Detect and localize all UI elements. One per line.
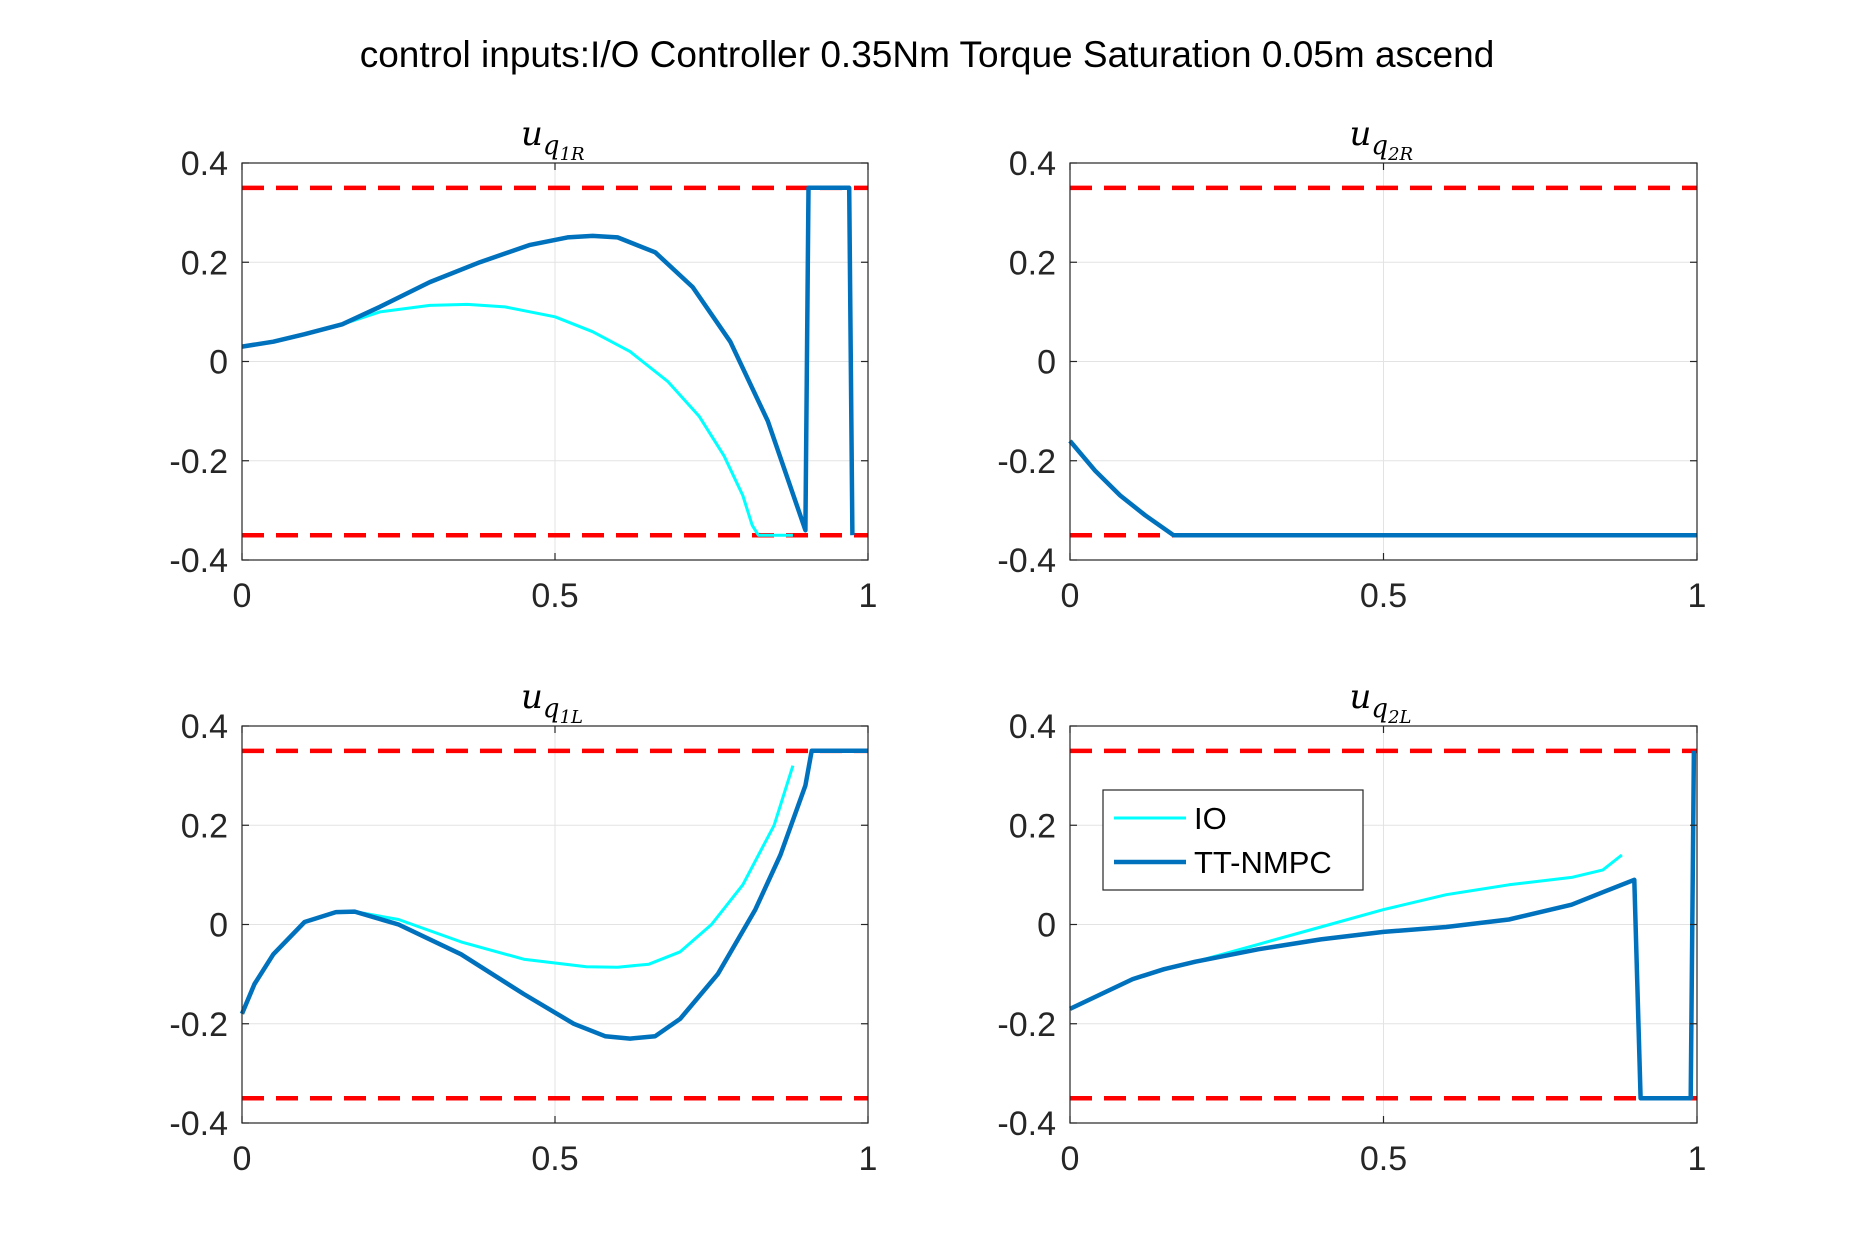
- legend-label-io: IO: [1194, 801, 1227, 836]
- x-tick-label: 0.5: [1360, 577, 1407, 615]
- subplot-4: 0 0.5 1 -0.4 -0.2 0 0.2 0.4 uq2L: [997, 677, 1706, 1178]
- series-line-tt-nmpc: [1069, 750, 1697, 1101]
- subplot-title-base: u: [521, 114, 543, 154]
- legend: IO TT-NMPC: [1102, 789, 1364, 891]
- y-tick-label: -0.4: [169, 1105, 228, 1143]
- subplot-1: 0 0.5 1 -0.4 -0.2 0 0.2 0.4 uq1R: [169, 114, 877, 615]
- series-line-tt-nmpc: [241, 185, 855, 536]
- subplot-title-sub1: q: [1371, 131, 1388, 161]
- y-tick-label: 0: [209, 907, 228, 945]
- subplot-title: uq2L: [1350, 677, 1412, 728]
- subplot-title-sub1: q: [543, 131, 560, 161]
- x-tick-label: 0.5: [1360, 1140, 1407, 1178]
- y-tick-label: 0.4: [1009, 708, 1056, 746]
- y-tick-label: -0.4: [169, 542, 228, 580]
- series-line-tt-nmpc: [239, 748, 868, 1041]
- y-tick-label: 0.4: [1009, 145, 1056, 183]
- y-tick-label: -0.2: [169, 443, 228, 481]
- subplot-title-sub2: 2R: [1387, 144, 1413, 165]
- x-tick-label: 1: [859, 577, 878, 615]
- subplot-title-base: u: [1350, 114, 1372, 154]
- subplot-2: 0 0.5 1 -0.4 -0.2 0 0.2 0.4 uq2R: [997, 114, 1706, 615]
- y-tick-label: -0.2: [169, 1006, 228, 1044]
- legend-label-tt-nmpc: TT-NMPC: [1194, 845, 1332, 880]
- subplot-title-base: u: [1350, 677, 1372, 717]
- subplot-title-sub1: q: [543, 694, 560, 724]
- subplot-title-sub2: 2L: [1387, 707, 1411, 728]
- y-tick-label: 0: [209, 344, 228, 382]
- figure-title: control inputs:I/O Controller 0.35Nm Tor…: [359, 34, 1495, 75]
- subplot-title: uq1R: [521, 114, 585, 165]
- y-tick-label: 0.4: [181, 708, 228, 746]
- x-tick-label: 1: [1688, 577, 1707, 615]
- x-tick-label: 0: [1061, 577, 1080, 615]
- x-tick-label: 0.5: [531, 1140, 578, 1178]
- x-tick-label: 0.5: [531, 577, 578, 615]
- subplot-title-sub2: 1L: [560, 707, 583, 728]
- subplot-title: uq2R: [1350, 114, 1414, 165]
- y-tick-label: 0.2: [1009, 244, 1056, 282]
- x-tick-label: 1: [1688, 1140, 1707, 1178]
- subplot-title-sub1: q: [1371, 694, 1388, 724]
- y-tick-label: 0.2: [181, 807, 228, 845]
- y-tick-label: -0.2: [997, 443, 1056, 481]
- subplot-title-base: u: [521, 677, 543, 717]
- y-tick-label: 0.4: [181, 145, 228, 183]
- y-tick-label: -0.4: [997, 1105, 1056, 1143]
- series-line-tt-nmpc: [1068, 439, 1697, 538]
- legend-box: [1102, 789, 1364, 891]
- y-tick-label: 0.2: [1009, 807, 1056, 845]
- subplot-3: 0 0.5 1 -0.4 -0.2 0 0.2 0.4 uq1L: [169, 677, 877, 1178]
- y-tick-label: 0.2: [181, 244, 228, 282]
- x-tick-label: 1: [859, 1140, 878, 1178]
- subplot-title-sub2: 1R: [560, 144, 585, 165]
- x-tick-label: 0: [1061, 1140, 1080, 1178]
- y-tick-label: 0: [1037, 344, 1056, 382]
- y-tick-label: -0.4: [997, 542, 1056, 580]
- x-tick-label: 0: [233, 577, 252, 615]
- y-tick-label: 0: [1037, 907, 1056, 945]
- y-tick-label: -0.2: [997, 1006, 1056, 1044]
- subplot-title: uq1L: [521, 677, 583, 728]
- x-tick-label: 0: [233, 1140, 252, 1178]
